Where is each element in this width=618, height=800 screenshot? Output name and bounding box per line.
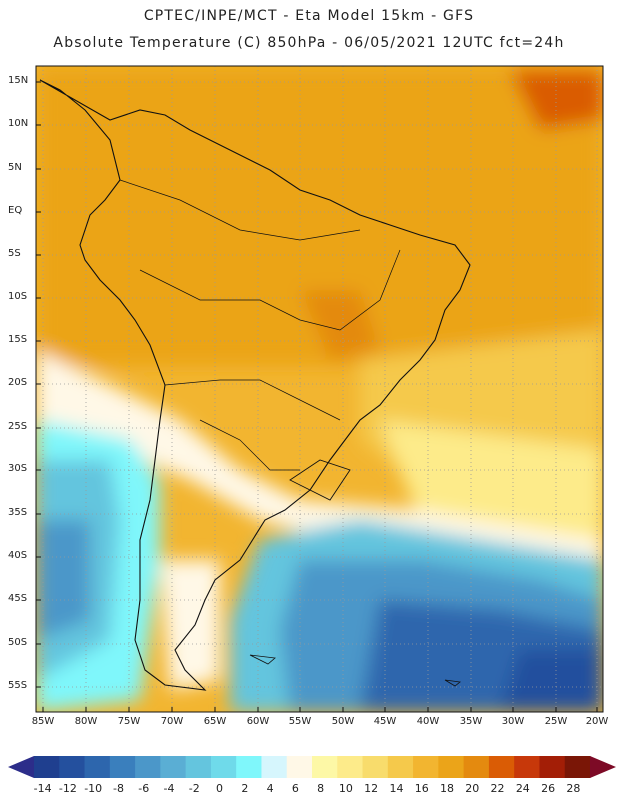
light-yellow-band (380, 420, 603, 560)
colorbar-label: 8 (317, 782, 325, 795)
colorbar-swatch (312, 756, 338, 778)
colorbar-label: -4 (163, 782, 175, 795)
hotspot-north-atlantic (510, 70, 603, 130)
colorbar-swatch (438, 756, 465, 778)
hotspot-brazil (300, 290, 380, 360)
colorbar-label: 12 (364, 782, 379, 795)
colorbar-swatch (362, 756, 389, 778)
colorbar-swatch (210, 756, 237, 778)
colorbar-swatch (160, 756, 187, 778)
colorbar-swatch (488, 756, 515, 778)
lon-label: 70W (160, 716, 184, 727)
south-georgia (444, 679, 461, 687)
colorbar-swatch (261, 756, 288, 778)
colorbar-label: -14 (33, 782, 52, 795)
border-argentina (199, 419, 300, 471)
chart-title-line1: CPTEC/INPE/MCT - Eta Model 15km - GFS (143, 8, 475, 24)
colorbar-label: 10 (338, 782, 353, 795)
colorbar (8, 756, 616, 778)
lon-label: 30W (501, 716, 525, 727)
lat-label: 55S (8, 680, 28, 691)
south-america-coastline (39, 79, 471, 691)
lon-label: 35W (459, 716, 483, 727)
lon-label: 65W (203, 716, 227, 727)
lon-label: 75W (117, 716, 141, 727)
colorbar-label: 6 (291, 782, 299, 795)
lat-label: 5S (8, 248, 21, 259)
lat-label: 35S (8, 507, 28, 518)
colorbar-swatch (185, 756, 212, 778)
border-north (119, 179, 361, 241)
pacific-coldest (36, 520, 90, 640)
colorbar-label: 0 (216, 782, 224, 795)
border-south-central (164, 379, 341, 421)
lon-label: 50W (331, 716, 355, 727)
colorbar-label: 16 (414, 782, 429, 795)
lat-label: EQ (8, 205, 23, 216)
lon-label: 40W (416, 716, 440, 727)
lon-label: 45W (373, 716, 397, 727)
lat-label: 20S (8, 377, 28, 388)
falkland-islands (249, 654, 276, 665)
lon-label: 20W (585, 716, 609, 727)
colorbar-label: -8 (112, 782, 124, 795)
colorbar-swatch (387, 756, 414, 778)
lat-label: 45S (8, 593, 28, 604)
lon-label: 80W (74, 716, 98, 727)
patagonia-pale (160, 560, 220, 690)
colorbar-label: 22 (490, 782, 505, 795)
lon-label: 55W (288, 716, 312, 727)
colorbar-swatch (413, 756, 439, 778)
lat-label: 25S (8, 421, 28, 432)
colorbar-label: 24 (515, 782, 530, 795)
colorbar-swatch (539, 756, 566, 778)
colorbar-label: 28 (566, 782, 581, 795)
colorbar-label: 2 (241, 782, 249, 795)
colorbar-label: -10 (84, 782, 103, 795)
colorbar-label: -2 (188, 782, 200, 795)
lon-label: 85W (31, 716, 55, 727)
colorbar-label: 26 (541, 782, 556, 795)
colorbar-label: 18 (440, 782, 454, 795)
colorbar-swatch (514, 756, 540, 778)
axis-ticks (36, 81, 598, 712)
colorbar-swatch (135, 756, 161, 778)
lon-label: 25W (544, 716, 568, 727)
colorbar-label: -12 (58, 782, 77, 795)
colorbar-right-arrow (590, 756, 616, 778)
lat-label: 15N (8, 75, 29, 86)
colorbar-label: 14 (389, 782, 404, 795)
atlantic-coldest (500, 650, 603, 712)
colorbar-label: 4 (266, 782, 274, 795)
graticule (36, 66, 603, 712)
lat-label: 10S (8, 291, 28, 302)
colorbar-swatch (109, 756, 136, 778)
chart-title-line2: Absolute Temperature (C) 850hPa - 06/05/… (53, 35, 565, 51)
colorbar-label: -6 (138, 782, 150, 795)
map-frame (35, 65, 604, 713)
colorbar-swatch (564, 756, 591, 778)
colorbar-swatch (59, 756, 86, 778)
lat-label: 15S (8, 334, 28, 345)
lon-label: 60W (246, 716, 270, 727)
lat-label: 30S (8, 463, 28, 474)
colorbar-label: 20 (465, 782, 480, 795)
lat-label: 10N (8, 118, 29, 129)
colorbar-swatch (236, 756, 262, 778)
lat-label: 50S (8, 637, 28, 648)
lat-label: 40S (8, 550, 28, 561)
lat-label: 5N (8, 162, 22, 173)
colorbar-swatch (286, 756, 313, 778)
colorbar-swatch (84, 756, 111, 778)
colorbar-swatch (34, 756, 60, 778)
border-central (139, 249, 401, 331)
colorbar-swatch (463, 756, 490, 778)
uruguay-outline (289, 459, 351, 501)
colorbar-swatch (337, 756, 364, 778)
colorbar-left-arrow (8, 756, 34, 778)
